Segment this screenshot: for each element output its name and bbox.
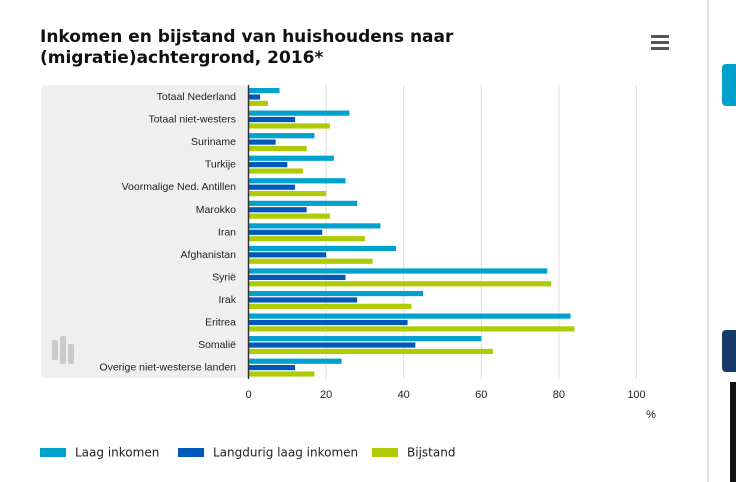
legend-swatch: [40, 448, 66, 457]
bar[interactable]: [248, 213, 330, 219]
category-label: Syrië: [212, 271, 236, 283]
category-label: Somalië: [198, 339, 236, 351]
bar[interactable]: [248, 268, 548, 274]
bar[interactable]: [248, 303, 412, 309]
x-tick-label: 80: [553, 389, 565, 401]
legend-item-langdurig-laag-inkomen[interactable]: Langdurig laag inkomen: [178, 445, 358, 460]
category-label-band: [41, 85, 249, 378]
bar[interactable]: [248, 229, 323, 235]
bar[interactable]: [248, 358, 342, 364]
legend-label: Langdurig laag inkomen: [213, 445, 359, 460]
bar[interactable]: [248, 123, 330, 129]
bar[interactable]: [248, 100, 268, 106]
bar[interactable]: [248, 348, 493, 355]
bar[interactable]: [248, 200, 358, 206]
bar[interactable]: [248, 155, 334, 161]
x-tick-label: 0: [245, 389, 251, 401]
legend-swatch: [178, 448, 204, 457]
bar[interactable]: [248, 371, 315, 377]
sidebar-image: [730, 382, 736, 482]
bar[interactable]: [248, 139, 276, 145]
bar[interactable]: [248, 116, 296, 123]
chart-title: Inkomen en bijstand van huishoudens naar…: [40, 27, 454, 68]
bar[interactable]: [248, 252, 327, 258]
category-label: Irak: [218, 294, 236, 306]
bar[interactable]: [248, 236, 365, 242]
bar[interactable]: [248, 281, 552, 287]
legend-swatch: [372, 448, 398, 457]
category-label: Voormalige Ned. Antillen: [122, 181, 237, 193]
x-tick-label: 20: [320, 389, 332, 401]
category-label: Eritrea: [205, 317, 236, 329]
bar[interactable]: [248, 88, 280, 94]
category-label: Turkije: [205, 159, 236, 171]
bar[interactable]: [248, 342, 416, 348]
bars: [248, 88, 575, 377]
legend-item-laag-inkomen[interactable]: Laag inkomen: [40, 445, 159, 460]
bar[interactable]: [248, 245, 396, 252]
bar[interactable]: [248, 336, 482, 342]
bar[interactable]: [248, 168, 303, 174]
bar[interactable]: [248, 178, 346, 184]
bar[interactable]: [248, 290, 424, 297]
category-label: Totaal niet-westers: [148, 114, 236, 126]
category-label: Suriname: [191, 136, 236, 148]
x-tick-labels: 0 20 40 60 80 100: [245, 389, 645, 401]
category-labels: Totaal Nederland Totaal niet-westers Surin…: [99, 91, 236, 374]
bar[interactable]: [248, 365, 296, 371]
bar[interactable]: [248, 133, 315, 139]
bar[interactable]: [248, 319, 408, 326]
category-label: Totaal Nederland: [157, 91, 237, 103]
bar[interactable]: [248, 258, 373, 264]
category-label: Afghanistan: [181, 249, 237, 261]
bar[interactable]: [248, 207, 307, 213]
x-tick-label: 40: [398, 389, 410, 401]
bar[interactable]: [248, 326, 575, 332]
bar[interactable]: [248, 274, 346, 280]
sidebar-panel-header: [722, 64, 736, 106]
grid-lines: [325, 85, 637, 379]
page-divider: [707, 0, 709, 482]
bar[interactable]: [248, 313, 571, 319]
unit-label: %: [646, 409, 656, 421]
legend-item-bijstand[interactable]: Bijstand: [372, 445, 455, 460]
legend-label: Laag inkomen: [75, 445, 160, 460]
bar[interactable]: [248, 297, 358, 303]
bar[interactable]: [248, 145, 307, 152]
bar[interactable]: [248, 162, 288, 168]
cbs-logo-icon: [52, 336, 74, 364]
x-tick-label: 100: [627, 389, 645, 401]
hamburger-menu-icon[interactable]: [648, 35, 672, 55]
bar[interactable]: [248, 184, 296, 190]
bar[interactable]: [248, 110, 350, 116]
legend-label: Bijstand: [407, 445, 456, 460]
x-tick-label: 60: [475, 389, 487, 401]
bar[interactable]: [248, 223, 381, 229]
category-label: Iran: [218, 226, 236, 238]
sidebar-panel-header: [722, 330, 736, 372]
category-label: Overige niet-westerse landen: [99, 362, 236, 374]
bar[interactable]: [248, 191, 327, 197]
bar[interactable]: [248, 94, 261, 100]
category-label: Marokko: [196, 204, 236, 216]
